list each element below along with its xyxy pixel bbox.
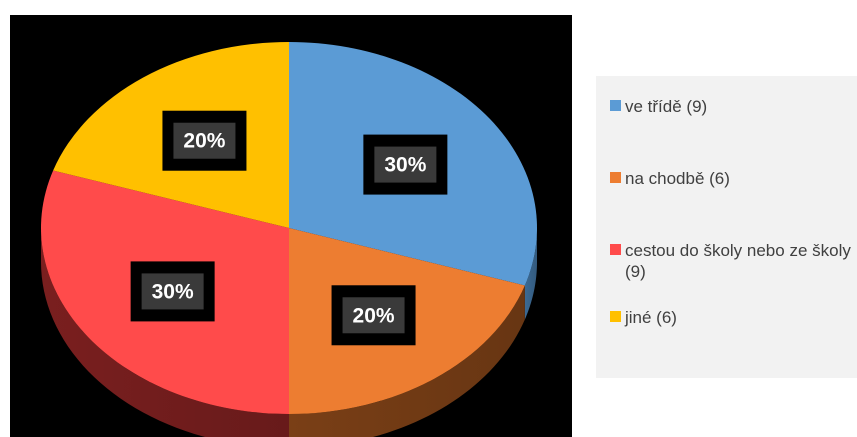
- legend-item-cestou: cestou do školy nebo ze školy (9): [610, 240, 857, 282]
- pie-side-ve-tride: [524, 228, 537, 320]
- data-label-text: 20%: [183, 130, 225, 153]
- legend-swatch: [610, 172, 621, 183]
- legend-label: cestou do školy nebo ze školy (9): [625, 241, 851, 281]
- data-label-na-chodbe: 20%: [331, 285, 416, 346]
- data-label-inner: [173, 122, 236, 159]
- legend-swatch: [610, 100, 621, 111]
- data-label-jine: 20%: [162, 110, 247, 171]
- data-label-cestou: 30%: [130, 261, 215, 322]
- pie-chart: 30% 20% 30% 20%: [41, 42, 537, 437]
- legend-item-ve-tride: ve třídě (9): [610, 96, 857, 117]
- chart-area: 30% 20% 30% 20%: [10, 15, 572, 437]
- pie-side-na-chodbe: [289, 285, 525, 437]
- legend-item-na-chodbe: na chodbě (6): [610, 168, 857, 189]
- legend-label: ve třídě (9): [625, 97, 708, 116]
- data-label-text: 30%: [384, 154, 426, 177]
- legend: ve třídě (9) na chodbě (6) cestou do ško…: [596, 76, 857, 378]
- pie-side-cestou: [41, 228, 289, 437]
- pie-side-walls: [41, 228, 537, 437]
- pie-slices: [41, 42, 537, 415]
- legend-label: na chodbě (6): [625, 169, 730, 188]
- legend-swatch: [610, 311, 621, 322]
- legend-label: jiné (6): [625, 308, 677, 327]
- data-label-ve-tride: 30%: [363, 134, 448, 195]
- legend-item-jine: jiné (6): [610, 307, 857, 328]
- data-label-inner: [374, 146, 437, 183]
- data-label-inner: [342, 297, 405, 334]
- pie-data-labels: 30% 20% 30% 20%: [130, 110, 448, 346]
- legend-swatch: [610, 244, 621, 255]
- data-label-text: 30%: [152, 280, 194, 303]
- data-label-inner: [141, 273, 204, 310]
- data-label-text: 20%: [353, 304, 395, 327]
